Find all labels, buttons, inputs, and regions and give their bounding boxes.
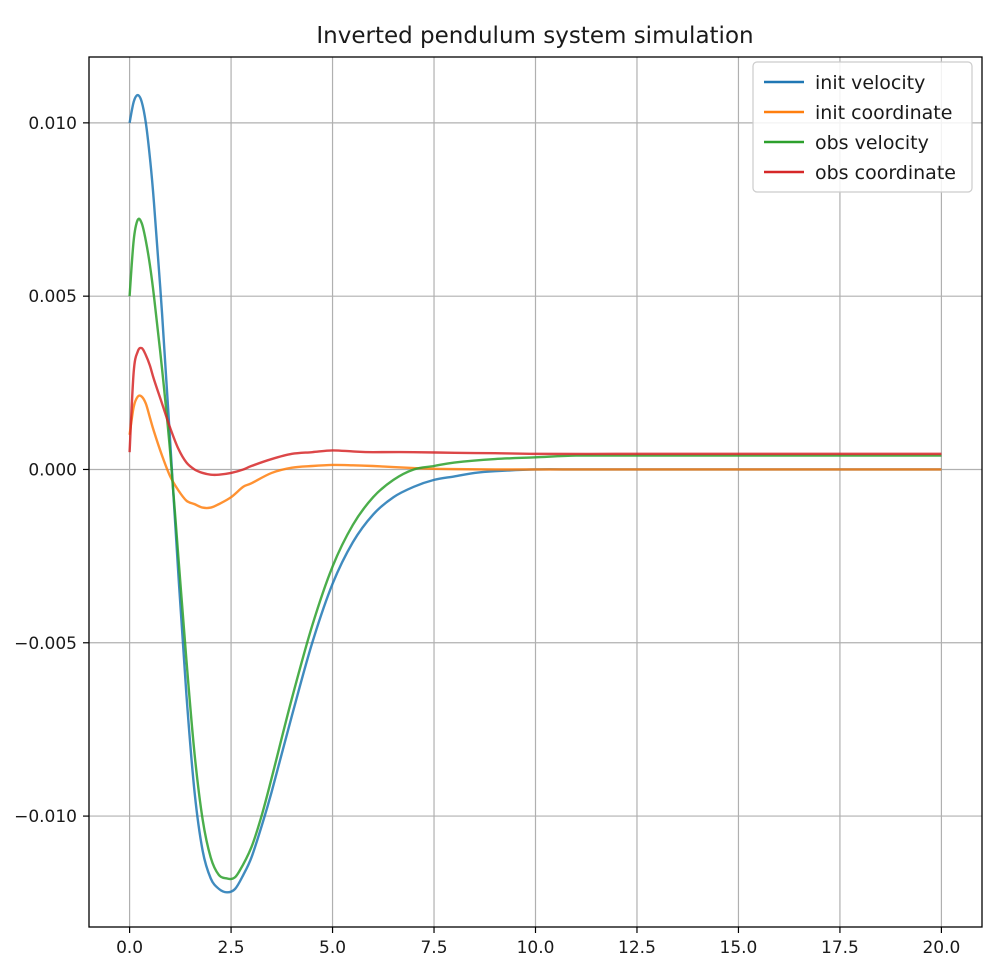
legend: init velocity init coordinate obs velocity… bbox=[752, 61, 973, 193]
y-tick-label: 0.000 bbox=[28, 460, 77, 480]
series-line-obs-coordinate bbox=[128, 346, 942, 477]
legend-label-init-velocity: init velocity bbox=[815, 72, 925, 94]
legend-label-init-coordinate: init coordinate bbox=[815, 102, 952, 124]
series-lines bbox=[128, 93, 942, 894]
x-axis-ticks: 0.0 2.5 5.0 7.5 10.0 12.5 15.0 17.5 20.0 bbox=[116, 927, 960, 958]
x-tick-label: 15.0 bbox=[720, 938, 758, 958]
x-tick-label: 5.0 bbox=[319, 938, 346, 958]
series-line-obs-velocity bbox=[128, 217, 942, 881]
x-tick-label: 7.5 bbox=[420, 938, 447, 958]
legend-items: init velocity init coordinate obs velocity… bbox=[764, 72, 956, 184]
x-tick-label: 2.5 bbox=[218, 938, 245, 958]
y-axis-ticks: 0.010 0.005 0.000 −0.005 −0.010 bbox=[14, 114, 89, 827]
series-line-init-coordinate bbox=[128, 394, 942, 510]
chart-title: Inverted pendulum system simulation bbox=[316, 23, 753, 49]
x-tick-label: 17.5 bbox=[821, 938, 859, 958]
y-tick-label: 0.005 bbox=[28, 287, 77, 307]
y-tick-label: −0.010 bbox=[14, 807, 77, 827]
x-tick-label: 20.0 bbox=[922, 938, 960, 958]
grid bbox=[89, 57, 982, 927]
y-tick-label: −0.005 bbox=[14, 634, 77, 654]
legend-box bbox=[752, 61, 973, 193]
plot-frame bbox=[88, 56, 983, 928]
legend-label-obs-coordinate: obs coordinate bbox=[815, 162, 956, 184]
x-tick-label: 10.0 bbox=[517, 938, 555, 958]
x-tick-label: 0.0 bbox=[116, 938, 143, 958]
x-tick-label: 12.5 bbox=[618, 938, 656, 958]
legend-label-obs-velocity: obs velocity bbox=[815, 132, 929, 154]
y-tick-label: 0.010 bbox=[28, 114, 77, 134]
